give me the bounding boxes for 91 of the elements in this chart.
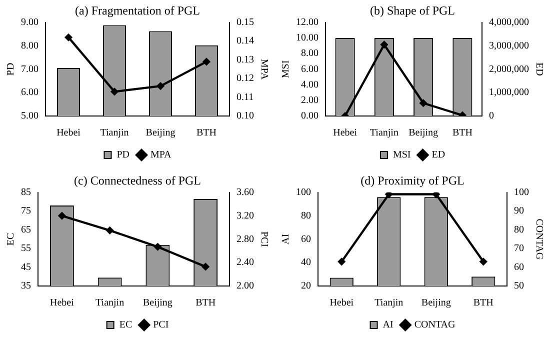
y2-axis-title: ED — [533, 62, 544, 76]
y2-tick-label: 100 — [514, 187, 529, 198]
x-tick-label: Beijing — [408, 128, 438, 139]
x-tick-label: BTH — [473, 298, 494, 309]
y2-tick-label: 3.20 — [236, 210, 254, 222]
y-tick-label: 9.00 — [21, 17, 38, 28]
y-tick-label: 10.00 — [296, 32, 318, 44]
point — [58, 212, 66, 220]
y-tick-label: 6.00 — [21, 87, 38, 98]
x-tick-label: Hebei — [333, 128, 358, 139]
x-tick-label: Beijing — [421, 298, 451, 309]
point — [156, 82, 164, 90]
point — [110, 88, 118, 96]
y-tick-label: 8.00 — [301, 48, 318, 60]
y-tick-label: 35 — [21, 280, 31, 292]
x-tick-label: Hebei — [330, 298, 354, 309]
y-tick-label: 80 — [301, 210, 311, 222]
y2-tick-label: 2.80 — [236, 234, 254, 245]
point — [202, 58, 210, 66]
point — [380, 41, 388, 48]
y2-tick-label: 70 — [514, 243, 524, 254]
x-tick-label: BTH — [196, 128, 216, 139]
y2-tick-label: 60 — [514, 262, 524, 273]
y-tick-label: 7.00 — [21, 64, 38, 75]
y-tick-label: 65 — [21, 224, 31, 236]
y-tick-label: 55 — [21, 243, 31, 254]
y2-tick-label: 80 — [514, 224, 524, 236]
chart-title: (b) Shape of PGL — [370, 3, 455, 18]
y2-tick-label: 0.15 — [236, 17, 254, 28]
chart-title: (c) Connectedness of PGL — [74, 173, 201, 188]
x-tick-label: Tianjin — [370, 128, 398, 139]
y-axis-title: AI — [280, 234, 292, 244]
y-tick-label: 5.00 — [21, 110, 38, 122]
y2-tick-label: 0.10 — [236, 110, 254, 122]
y2-tick-label: 50 — [514, 280, 524, 292]
y-tick-label: 100 — [296, 187, 311, 198]
y-tick-label: 6.00 — [301, 64, 318, 75]
point — [154, 243, 162, 250]
x-tick-label: BTH — [452, 128, 472, 139]
x-tick-label: Tianjin — [100, 128, 129, 139]
x-tick-label: Hebei — [50, 298, 74, 309]
y2-axis-title: CONTAG — [533, 218, 544, 260]
x-tick-label: BTH — [196, 298, 216, 309]
point — [64, 34, 72, 41]
y2-tick-label: 3,000,000 — [489, 40, 529, 52]
y-tick-label: 0.00 — [301, 110, 318, 122]
y2-axis-title: PCI — [258, 231, 270, 247]
legend-label: CONTAG — [414, 320, 456, 331]
y2-tick-label: 0 — [489, 110, 494, 122]
point — [202, 263, 210, 270]
chart-title: (a) Fragmentation of PGL — [75, 3, 200, 18]
legend-label: EC — [119, 320, 132, 331]
y2-tick-label: 2.40 — [236, 257, 254, 268]
y2-tick-label: 0.12 — [236, 73, 254, 84]
y-tick-label: 20 — [301, 280, 311, 292]
y2-tick-label: 2.00 — [236, 280, 254, 292]
y2-tick-label: 1,000,000 — [489, 87, 529, 98]
y2-tick-label: 0.14 — [236, 36, 254, 47]
legend-label: MSI — [392, 150, 411, 161]
legend-label: PD — [116, 150, 130, 161]
x-tick-label: Tianjin — [96, 298, 124, 309]
y2-tick-label: 2,000,000 — [489, 64, 529, 75]
legend-label: MPA — [150, 150, 172, 161]
y2-tick-label: 0.13 — [236, 54, 254, 66]
y-tick-label: 40 — [301, 257, 311, 268]
y-tick-label: 85 — [21, 187, 31, 198]
y-tick-label: 2.00 — [301, 95, 318, 106]
x-tick-label: Beijing — [146, 128, 176, 139]
y2-tick-label: 0.11 — [236, 92, 254, 103]
legend-label: PCI — [153, 320, 169, 331]
y-axis-title: EC — [6, 232, 17, 246]
y-tick-label: 75 — [21, 206, 31, 217]
chart-title: (d) Proximity of PGL — [360, 173, 464, 188]
y-tick-label: 60 — [301, 234, 311, 245]
x-tick-label: Tianjin — [374, 298, 404, 309]
y-tick-label: 12.00 — [296, 17, 318, 28]
y-axis-title: MSI — [280, 60, 292, 78]
y2-axis-title: MPA — [258, 58, 270, 80]
x-tick-label: Hebei — [56, 128, 81, 139]
y2-tick-label: 4,000,000 — [489, 17, 529, 28]
y-tick-label: 8.00 — [21, 40, 38, 52]
legend-label: AI — [382, 320, 394, 331]
point — [106, 226, 114, 234]
y-axis-title: PD — [6, 62, 17, 76]
x-tick-label: Beijing — [142, 298, 172, 309]
y-tick-label: 4.00 — [301, 79, 318, 90]
y-tick-label: 45 — [21, 262, 31, 273]
y2-tick-label: 3.60 — [236, 187, 254, 198]
y2-tick-label: 90 — [514, 206, 524, 217]
legend-label: ED — [432, 150, 446, 161]
point — [420, 100, 427, 107]
